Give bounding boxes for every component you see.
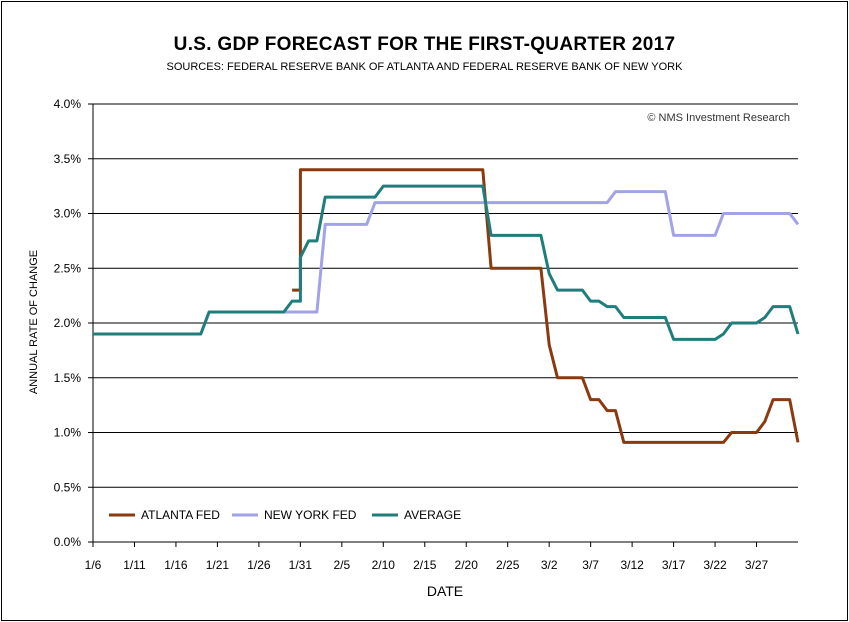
- x-tick-label: 1/26: [247, 558, 271, 572]
- chart-title: U.S. GDP FORECAST FOR THE FIRST-QUARTER …: [173, 34, 676, 55]
- x-tick-label: 2/5: [333, 558, 350, 572]
- chart-subtitle: SOURCES: FEDERAL RESERVE BANK OF ATLANTA…: [166, 61, 683, 73]
- x-tick-label: 3/22: [703, 558, 727, 572]
- x-tick-label: 3/27: [745, 558, 769, 572]
- x-tick-label: 3/7: [582, 558, 599, 572]
- x-tick-label: 3/17: [662, 558, 686, 572]
- x-tick-label: 1/6: [85, 558, 102, 572]
- legend-label-atlanta-fed: ATLANTA FED: [141, 508, 220, 522]
- y-tick-label: 3.0%: [54, 207, 82, 221]
- x-tick-label: 2/20: [455, 558, 479, 572]
- series-line-average: [93, 184, 800, 341]
- x-tick-label: 1/31: [289, 558, 313, 572]
- grid-lines: [92, 103, 798, 543]
- y-tick-label: 3.5%: [54, 152, 82, 166]
- legend-label-new-york-fed: NEW YORK FED: [264, 508, 357, 522]
- y-tick-label: 1.5%: [54, 371, 82, 385]
- x-axis-label: DATE: [427, 583, 463, 599]
- x-tick-label: 1/11: [123, 558, 146, 572]
- copyright-note: © NMS Investment Research: [647, 112, 790, 124]
- x-tick-label: 3/2: [541, 558, 558, 572]
- series-line-new-york-fed: [93, 190, 800, 336]
- x-tick-label: 2/10: [372, 558, 396, 572]
- x-tick-label: 1/21: [206, 558, 230, 572]
- x-tick-label: 3/12: [620, 558, 644, 572]
- y-tick-label: 1.0%: [54, 426, 82, 440]
- y-tick-label: 2.5%: [54, 261, 82, 275]
- y-tick-label: 4.0%: [54, 97, 82, 111]
- x-tick-label: 2/25: [496, 558, 520, 572]
- series-lines: [93, 168, 800, 444]
- y-tick-label: 0.5%: [54, 480, 82, 494]
- legend-label-average: AVERAGE: [404, 508, 461, 522]
- y-tick-label: 0.0%: [54, 535, 82, 549]
- x-tick-label: 1/16: [164, 558, 188, 572]
- axis-ticks: 0.0% 0.5% 1.0% 1.5% 2.0% 2.5% 3.0% 3.5% 4.0% 1/6 1…: [54, 97, 769, 572]
- y-axis-label: ANNUAL RATE OF CHANGE: [28, 250, 40, 394]
- series-line-atlanta-fed: [292, 168, 800, 444]
- y-tick-label: 2.0%: [54, 316, 82, 330]
- x-tick-label: 2/15: [413, 558, 437, 572]
- legend: ATLANTA FED NEW YORK FED AVERAGE: [109, 508, 461, 522]
